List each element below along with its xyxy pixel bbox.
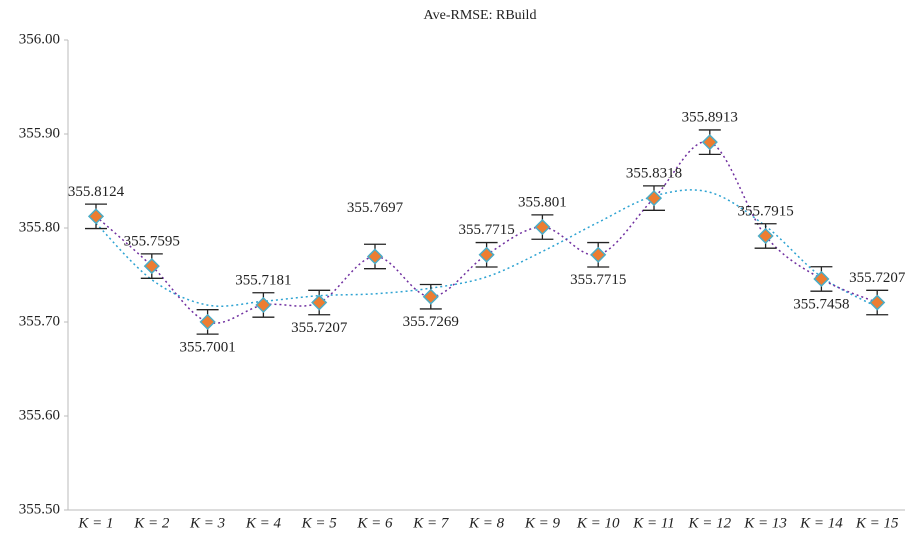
marker bbox=[534, 218, 551, 236]
marker bbox=[701, 134, 718, 151]
marker bbox=[366, 248, 384, 265]
x-tick-label: K = 10 bbox=[576, 515, 620, 531]
y-tick-label: 356.00 bbox=[19, 31, 60, 47]
x-tick-label: K = 2 bbox=[133, 515, 170, 531]
trend-line bbox=[95, 189, 878, 308]
marker bbox=[199, 313, 216, 330]
x-tick-label: K = 5 bbox=[301, 515, 338, 531]
x-tick-label: K = 15 bbox=[855, 515, 899, 531]
y-tick-label: 355.50 bbox=[19, 501, 60, 517]
data-label: 355.7697 bbox=[347, 200, 404, 216]
data-label: 355.7207 bbox=[291, 320, 348, 336]
marker bbox=[143, 258, 160, 275]
marker bbox=[757, 227, 774, 245]
marker bbox=[87, 208, 105, 225]
marker bbox=[645, 190, 663, 207]
y-tick-label: 355.60 bbox=[19, 407, 60, 423]
marker bbox=[311, 294, 328, 311]
data-label: 355.7181 bbox=[235, 272, 291, 288]
x-tick-label: K = 1 bbox=[77, 515, 113, 531]
data-label: 355.8913 bbox=[682, 110, 738, 126]
x-tick-label: K = 6 bbox=[356, 515, 393, 531]
data-label: 355.7715 bbox=[458, 222, 514, 238]
data-label: 355.7207 bbox=[849, 270, 906, 286]
x-tick-label: K = 14 bbox=[799, 515, 843, 531]
y-tick-label: 355.80 bbox=[19, 219, 60, 235]
marker bbox=[478, 246, 495, 263]
x-tick-label: K = 12 bbox=[687, 515, 731, 531]
x-tick-label: K = 3 bbox=[189, 515, 225, 531]
data-label: 355.7715 bbox=[570, 272, 626, 288]
x-tick-label: K = 11 bbox=[632, 515, 675, 531]
data-label: 355.7458 bbox=[793, 296, 849, 312]
marker bbox=[422, 288, 439, 305]
marker bbox=[869, 294, 886, 311]
data-label: 355.8124 bbox=[68, 184, 125, 200]
x-tick-label: K = 9 bbox=[524, 515, 561, 531]
y-tick-label: 355.90 bbox=[19, 125, 60, 141]
marker bbox=[590, 246, 607, 263]
y-tick-label: 355.70 bbox=[19, 313, 60, 329]
data-label: 355.7595 bbox=[124, 234, 180, 250]
chart-title: Ave-RMSE: RBuild bbox=[424, 8, 537, 23]
data-label: 355.7269 bbox=[403, 314, 459, 330]
data-label: 355.8318 bbox=[626, 166, 682, 182]
data-label: 355.7915 bbox=[737, 203, 793, 219]
x-tick-label: K = 13 bbox=[743, 515, 787, 531]
data-label: 355.801 bbox=[518, 194, 567, 210]
marker bbox=[813, 270, 830, 288]
marker bbox=[255, 296, 272, 314]
x-tick-label: K = 7 bbox=[412, 515, 450, 531]
x-tick-label: K = 8 bbox=[468, 515, 505, 531]
data-label: 355.7001 bbox=[179, 339, 235, 355]
x-tick-label: K = 4 bbox=[245, 515, 282, 531]
